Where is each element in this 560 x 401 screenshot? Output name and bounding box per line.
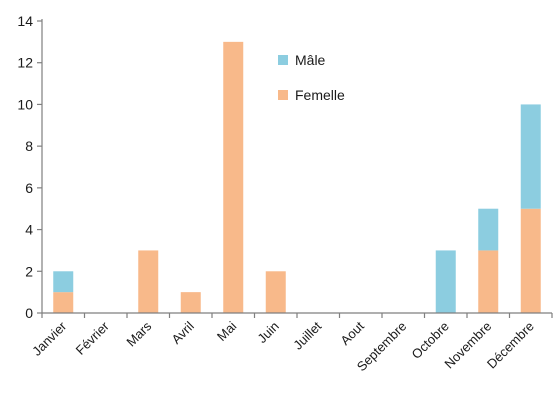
x-category-label: Juin [254, 319, 281, 346]
y-tick-label: 4 [25, 222, 33, 238]
y-tick-label: 12 [17, 55, 33, 71]
y-tick-label: 6 [25, 180, 33, 196]
x-category-label: Octobre [409, 319, 452, 362]
bar-segment-femelle [138, 250, 159, 313]
bar-segment-femelle [223, 41, 244, 313]
x-category-label: Mai [214, 318, 239, 343]
x-category-label: Janvier [29, 318, 70, 359]
bar-segment-femelle [478, 250, 499, 313]
legend-label: Femelle [295, 87, 345, 103]
x-category-label: Aout [337, 318, 367, 348]
bar-segment-mâle [53, 271, 74, 293]
legend: Mâle Femelle [278, 52, 345, 103]
legend-label: Mâle [295, 52, 326, 68]
bar-segment-femelle [53, 292, 74, 313]
bar-segment-femelle [520, 208, 541, 313]
y-tick-label: 10 [17, 96, 33, 112]
x-axis-labels: Janvier Février Mars Avril Mai Juin Juillet Aou… [29, 313, 553, 374]
legend-swatch [278, 90, 288, 100]
x-category-label: Mars [123, 318, 154, 349]
y-axis-ticks: 0 2 4 6 8 10 12 14 [17, 13, 42, 321]
bar-segment-mâle [520, 104, 541, 209]
bars-group [53, 41, 541, 313]
y-tick-label: 0 [25, 305, 33, 321]
x-category-label: Avril [169, 318, 197, 346]
y-tick-label: 14 [17, 13, 33, 29]
bar-segment-mâle [435, 250, 456, 313]
bar-segment-mâle [478, 208, 499, 251]
legend-swatch [278, 55, 288, 65]
y-tick-label: 8 [25, 138, 33, 154]
bar-segment-femelle [265, 271, 286, 313]
x-category-label: Décembre [484, 319, 537, 372]
y-tick-label: 2 [25, 263, 33, 279]
x-category-label: Février [73, 318, 113, 358]
x-category-label: Juillet [290, 318, 324, 352]
bar-segment-femelle [180, 292, 201, 313]
